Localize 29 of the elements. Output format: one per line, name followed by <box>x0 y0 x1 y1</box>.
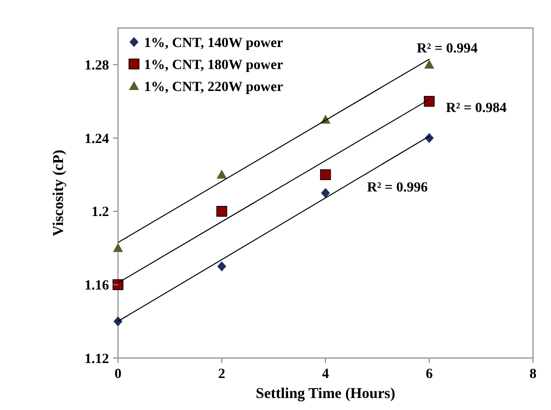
legend-label: 1%, CNT, 220W power <box>144 80 284 95</box>
y-tick-label: 1.16 <box>84 278 109 294</box>
point <box>113 243 123 252</box>
x-axis-title: Settling Time (Hours) <box>256 386 396 402</box>
point <box>424 60 434 69</box>
point <box>112 279 124 290</box>
legend-label: 1%, CNT, 180W power <box>144 58 284 73</box>
y-axis-title: Viscosity (cP) <box>51 150 67 236</box>
x-tick-label: 2 <box>218 367 226 382</box>
point <box>424 133 434 143</box>
y-tick-label: 1.2 <box>92 205 109 220</box>
point <box>114 316 122 326</box>
point <box>321 188 330 198</box>
x-tick-label: 4 <box>322 367 329 382</box>
y-tick-label: 1.24 <box>84 132 109 147</box>
x-tick-label: 8 <box>530 367 536 382</box>
y-tick-label: 1.28 <box>84 58 109 74</box>
x-tick-label: 6 <box>426 367 433 382</box>
point <box>216 170 227 179</box>
annotation: R² = 0.984 <box>446 101 507 116</box>
point <box>320 169 331 180</box>
point <box>424 96 435 107</box>
x-tick-label: 0 <box>114 367 122 382</box>
annotation: R² = 0.996 <box>367 180 428 196</box>
point <box>217 261 226 272</box>
point <box>216 206 228 217</box>
legend-label: 1%, CNT, 140W power <box>144 36 284 51</box>
annotation: R² = 0.994 <box>416 42 478 57</box>
y-tick-label: 1.12 <box>84 352 109 367</box>
